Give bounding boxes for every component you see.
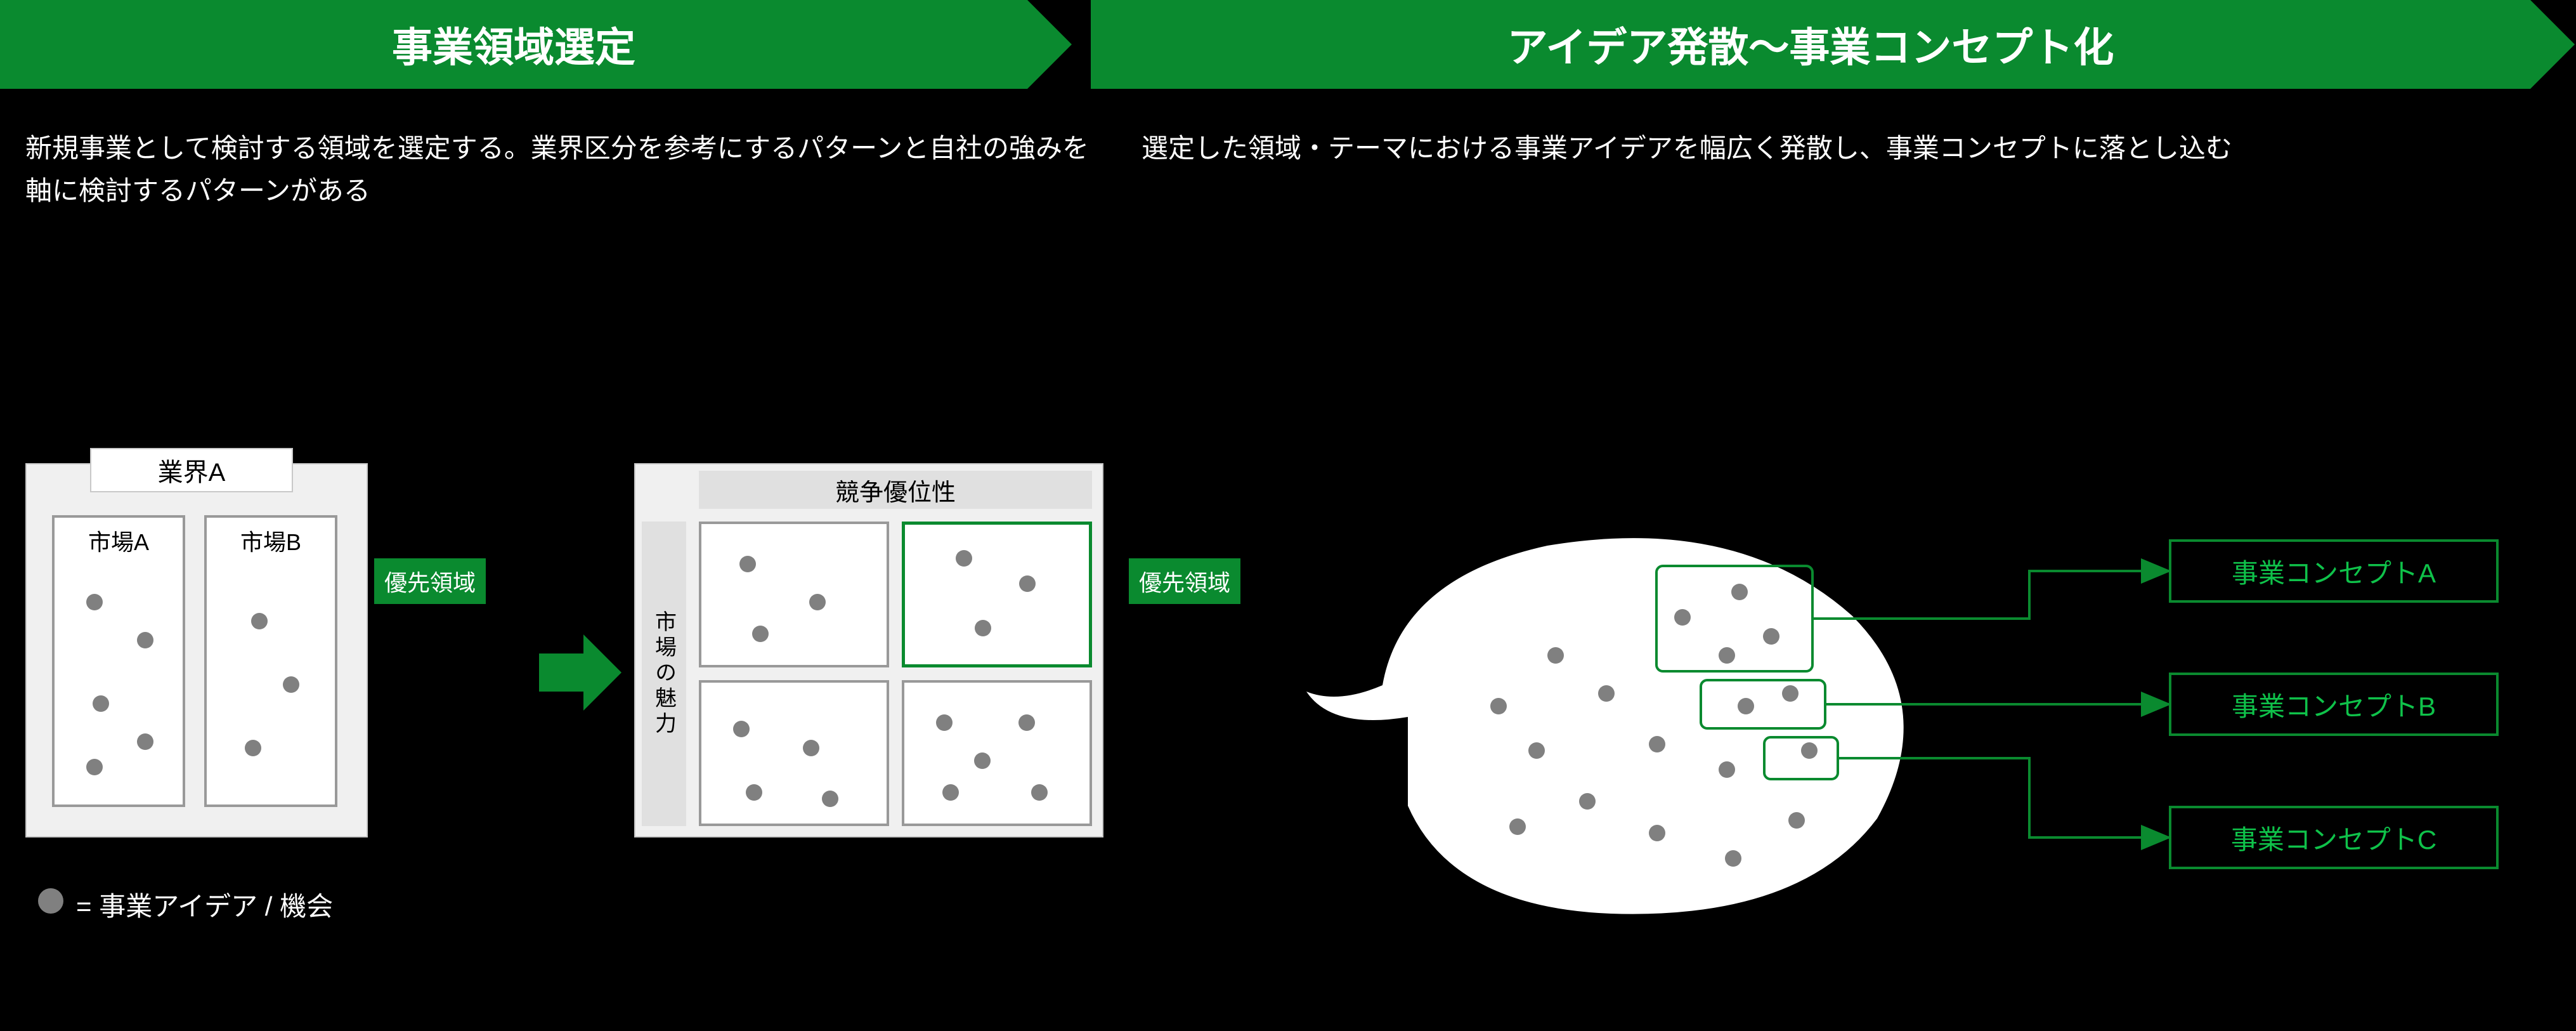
- market-b-dot: [283, 676, 299, 693]
- bubble-dot: [1528, 742, 1545, 759]
- market-a-dot: [137, 632, 153, 648]
- bubble-dot: [1598, 685, 1615, 702]
- bubble-dot: [1490, 698, 1507, 714]
- matrix-vlabel: 市場の魅力: [642, 522, 686, 826]
- bubble-dot: [1788, 812, 1805, 829]
- quad-dot: [1019, 575, 1036, 592]
- quad-dot: [942, 784, 959, 801]
- desc-right: 選定した領域・テーマにおける事業アイデアを幅広く発散し、事業コンセプトに落とし込…: [1142, 127, 2473, 169]
- quad-dot: [739, 556, 756, 572]
- market-a-dot: [86, 759, 103, 775]
- bubble-dot: [1579, 793, 1596, 810]
- cluster-b: [1700, 679, 1826, 730]
- chevron-left-label: 事業領域選定: [392, 15, 635, 74]
- bubble-dot: [1725, 850, 1741, 867]
- market-a-label: 市場A: [55, 518, 183, 557]
- quad-br: [902, 680, 1092, 826]
- industry-panel: 業界A 市場A 市場B: [25, 463, 368, 837]
- market-b-box: 市場B: [204, 515, 337, 807]
- bubble-dots: [1382, 501, 1953, 933]
- priority-badge-2: 優先領域: [1129, 558, 1240, 604]
- ellipsis: ・・・: [393, 647, 523, 692]
- concept-b: 事業コンセプトB: [2169, 673, 2499, 736]
- chevron-right: アイデア発散～事業コンセプト化: [1091, 0, 2530, 89]
- quad-dot: [733, 721, 750, 737]
- legend-label: = 事業アイデア / 機会: [76, 885, 333, 924]
- quad-tl: [699, 522, 889, 667]
- cluster-c: [1763, 736, 1839, 780]
- market-b-dot: [251, 613, 268, 629]
- market-a-dot: [86, 594, 103, 610]
- quad-tr-highlight: [902, 522, 1092, 667]
- cluster-a: [1655, 565, 1814, 673]
- concept-a-label: 事業コンセプトA: [2232, 552, 2436, 591]
- quad-dot: [1018, 714, 1035, 731]
- chevron-right-label: アイデア発散～事業コンセプト化: [1507, 15, 2114, 74]
- quad-dot: [936, 714, 953, 731]
- chevron-left: 事業領域選定: [0, 0, 1027, 89]
- bubble-dot: [1509, 818, 1526, 835]
- bubble-dot: [1719, 761, 1735, 778]
- quad-dot: [974, 752, 991, 769]
- bubble-dot: [1649, 736, 1665, 752]
- quad-dot: [752, 626, 769, 642]
- quad-dot: [803, 740, 819, 756]
- quad-dot: [956, 550, 972, 567]
- quad-dot: [746, 784, 762, 801]
- market-b-label: 市場B: [207, 518, 335, 557]
- concept-b-label: 事業コンセプトB: [2232, 685, 2436, 724]
- concept-c-label: 事業コンセプトC: [2231, 818, 2436, 857]
- bubble-dot: [1547, 647, 1564, 664]
- quad-dot: [1031, 784, 1048, 801]
- desc-left: 新規事業として検討する領域を選定する。業界区分を参考にするパターンと自社の強みを…: [25, 127, 1103, 212]
- quad-dot: [822, 791, 838, 807]
- matrix-panel: 競争優位性 市場の魅力: [634, 463, 1103, 837]
- legend-dot: [38, 888, 63, 914]
- market-a-box: 市場A: [52, 515, 185, 807]
- quad-bl: [699, 680, 889, 826]
- bubble-dot: [1649, 825, 1665, 841]
- priority-badge-1: 優先領域: [374, 558, 486, 604]
- matrix-hlabel: 競争優位性: [699, 471, 1092, 509]
- market-b-dot: [245, 740, 261, 756]
- concept-a: 事業コンセプトA: [2169, 539, 2499, 603]
- market-a-dot: [93, 695, 109, 712]
- industry-title: 業界A: [90, 448, 293, 492]
- market-a-dot: [137, 733, 153, 750]
- quad-dot: [809, 594, 826, 610]
- concept-c: 事業コンセプトC: [2169, 806, 2499, 869]
- big-arrow: [539, 634, 621, 711]
- quad-dot: [975, 620, 991, 636]
